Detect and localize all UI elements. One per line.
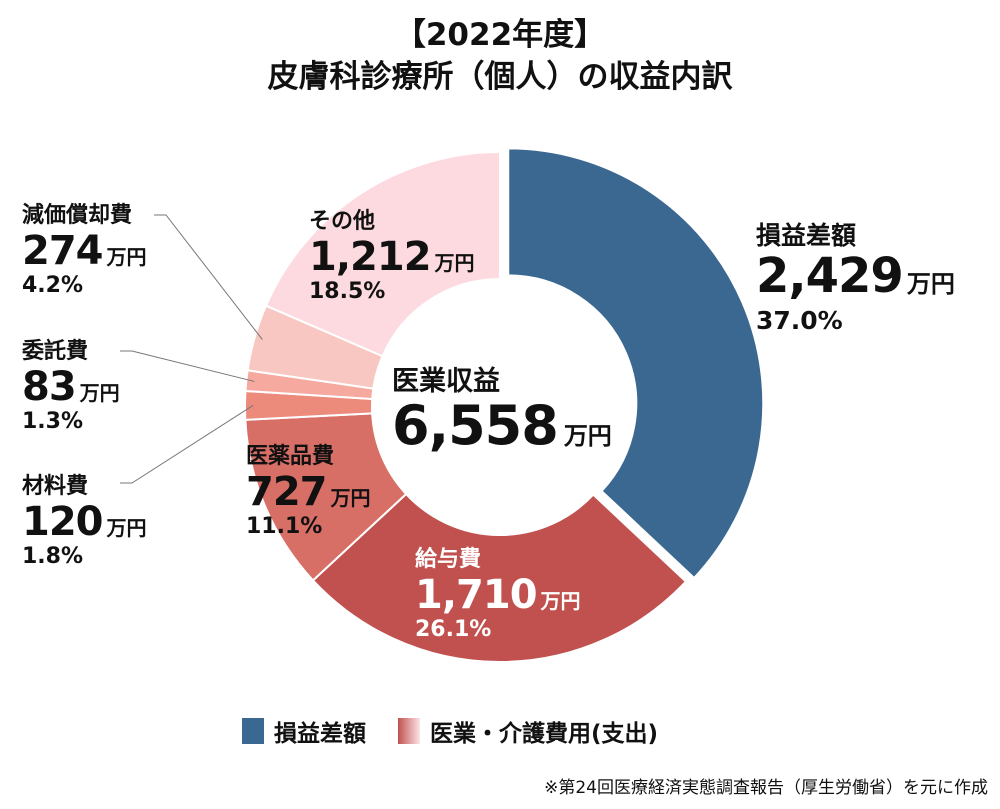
legend-swatch-profit: [242, 718, 264, 744]
label-unit: 万円: [434, 251, 475, 275]
chart-title-line2: 皮膚科診療所（個人）の収益内訳: [267, 59, 733, 95]
center-value: 6,558: [392, 394, 559, 457]
label-name: その他: [309, 209, 376, 234]
label-value: 1,212: [309, 234, 432, 280]
leader-line-3: [120, 405, 254, 484]
donut-slice-1: [311, 492, 688, 663]
label-unit: 万円: [79, 381, 120, 405]
label-unit: 万円: [906, 270, 955, 298]
label-name: 医薬品費: [246, 444, 335, 469]
label-outsourcing: 委託費 83 万円 1.3%: [22, 341, 120, 433]
legend: 損益差額 医業・介護費用(支出): [242, 714, 658, 748]
label-unit: 万円: [540, 589, 581, 613]
label-value: 83: [22, 364, 77, 410]
label-profit: 損益差額 2,429 万円 37.0%: [756, 223, 955, 333]
label-percent: 26.1%: [415, 617, 492, 642]
leader-line-4: [120, 350, 255, 382]
legend-label-expenses: 医業・介護費用(支出): [430, 721, 659, 747]
label-unit: 万円: [106, 245, 147, 269]
donut-slice-0: [507, 147, 765, 580]
label-other: その他 1,212 万円 18.5%: [309, 211, 475, 303]
label-percent: 37.0%: [756, 306, 843, 335]
label-name: 損益差額: [756, 221, 857, 250]
label-unit: 万円: [330, 486, 371, 510]
label-salary: 給与費 1,710 万円 26.1%: [415, 549, 581, 641]
center-label: 医業収益 6,558 万円: [392, 368, 612, 453]
label-name: 給与費: [415, 547, 482, 572]
leader-line-5: [154, 214, 263, 340]
label-name: 減価償却費: [22, 203, 133, 228]
label-percent: 11.1%: [246, 514, 323, 539]
label-value: 2,429: [756, 248, 904, 304]
label-percent: 18.5%: [309, 279, 386, 304]
label-value: 727: [246, 469, 327, 515]
label-percent: 1.8%: [22, 544, 84, 569]
source-note: ※第24回医療経済実態調査報告（厚生労働省）を元に作成: [544, 778, 988, 798]
label-materials: 材料費 120 万円 1.8%: [22, 476, 147, 568]
label-percent: 1.3%: [22, 409, 84, 434]
donut-slice-6: [264, 150, 501, 358]
chart-title-line1: 【2022年度】: [394, 17, 606, 53]
label-value: 1,710: [415, 572, 538, 618]
center-unit: 万円: [563, 422, 612, 450]
label-value: 120: [22, 499, 103, 545]
label-percent: 4.2%: [22, 273, 84, 298]
center-title: 医業収益: [392, 366, 500, 397]
legend-swatch-expenses: [398, 718, 420, 744]
label-name: 委託費: [22, 339, 89, 364]
legend-label-profit: 損益差額: [274, 721, 366, 747]
label-unit: 万円: [106, 516, 147, 540]
label-depreciation: 減価償却費 274 万円 4.2%: [22, 205, 147, 297]
label-drugs: 医薬品費 727 万円 11.1%: [246, 446, 371, 538]
label-value: 274: [22, 228, 103, 274]
label-name: 材料費: [22, 474, 89, 499]
